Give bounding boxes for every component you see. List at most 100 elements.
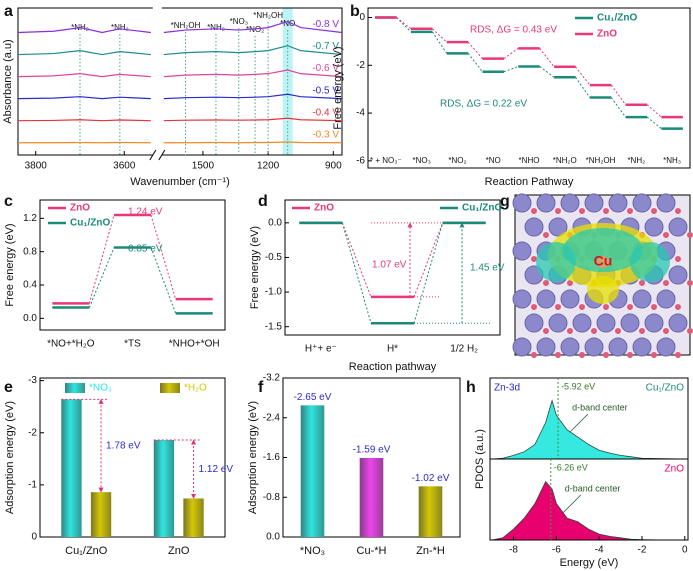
y-tick-label: -3.2 <box>263 373 281 384</box>
atom <box>512 337 532 357</box>
y-axis-label: Free energy (eV) <box>332 46 344 129</box>
atom <box>579 352 585 358</box>
atom <box>555 304 561 310</box>
energy-connector <box>150 214 177 300</box>
annotation: RDS, ΔG = 0.43 eV <box>470 25 557 36</box>
bar <box>153 440 175 537</box>
atom <box>663 232 669 238</box>
x-axis-label: Reaction pathway <box>349 361 437 373</box>
peak-label: *NO₂ <box>246 25 264 34</box>
legend-label: *H₂O <box>184 383 207 394</box>
atom <box>663 280 669 286</box>
atom <box>651 304 657 310</box>
x-tick-label: 3600 <box>113 161 136 172</box>
y-axis-label: Free energy (eV) <box>249 226 261 309</box>
atom <box>548 313 568 333</box>
series-label: -0.3 V <box>312 129 339 140</box>
atom <box>584 193 604 213</box>
atom <box>567 280 573 286</box>
atom <box>560 193 580 213</box>
energy-connector <box>646 116 662 129</box>
y-tick-label: 0.0 <box>266 532 280 543</box>
legend-label: Cu₁/ZnO <box>70 218 110 229</box>
plot-frame <box>284 199 501 336</box>
charge-lobe <box>587 276 619 304</box>
x-tick-label: -2 <box>638 545 647 556</box>
atom <box>536 289 556 309</box>
atom <box>687 280 693 286</box>
y-tick-label: -1 <box>28 480 37 491</box>
y-tick-label: 0.0 <box>268 217 282 228</box>
d-band-annotation: d-band center <box>572 402 628 412</box>
energy-connector <box>503 66 519 73</box>
value-label: -1.59 eV <box>353 445 391 456</box>
atom <box>632 193 652 213</box>
category-label: *TS <box>124 339 141 350</box>
annotation: 1.12 eV <box>199 464 234 475</box>
category-label: H⁺+ e⁻ <box>305 344 337 355</box>
series-label: -0.8 V <box>312 19 339 30</box>
energy-connector <box>610 97 627 118</box>
peak-label: *NH₂ <box>111 23 129 32</box>
subplot-title: Zn-3d <box>494 383 520 394</box>
atom <box>675 208 681 214</box>
atom <box>627 352 633 358</box>
atom <box>555 208 561 214</box>
energy-connector <box>539 66 555 78</box>
energy-connector <box>503 47 519 60</box>
legend-label: ZnO <box>70 203 90 214</box>
atom <box>555 352 561 358</box>
annotation-pointer <box>562 494 582 514</box>
spectrum-line <box>17 69 343 78</box>
category-label: Zn-*H <box>416 545 445 557</box>
panel-letter: b <box>350 3 360 20</box>
energy-connector <box>88 214 115 304</box>
atom <box>675 304 681 310</box>
legend-swatch <box>160 383 180 393</box>
atom <box>543 232 549 238</box>
bar <box>61 399 82 537</box>
energy-connector <box>396 17 412 30</box>
annotation: 1.78 eV <box>106 440 141 451</box>
atom <box>548 217 568 237</box>
axis-break <box>152 6 162 10</box>
y-tick-label: -2.4 <box>263 412 281 423</box>
atom <box>656 337 676 357</box>
y-axis-label: Adsorption energy (eV) <box>247 401 259 514</box>
x-axis-label: Reaction Pathway <box>485 176 574 188</box>
y-tick-label: 1.2 <box>23 213 37 224</box>
category-label: ZnO <box>168 545 190 557</box>
axis-break <box>152 153 162 157</box>
x-tick-label: -8 <box>509 545 518 556</box>
energy-connector <box>575 66 591 86</box>
y-tick-label: -1.0 <box>265 287 283 298</box>
panel-letter: c <box>4 193 13 210</box>
y-tick-label: -1.6 <box>263 452 281 463</box>
spectrum-line <box>17 117 343 122</box>
atom <box>615 328 621 334</box>
y-tick-label: -2 <box>356 60 365 71</box>
legend-label: Cu₁/ZnO <box>597 13 637 24</box>
series-label: ZnO <box>665 464 685 475</box>
category-label: *NO <box>486 156 501 165</box>
y-axis-label: PDOS (a.u.) <box>474 429 486 489</box>
atom <box>632 337 652 357</box>
atom <box>531 208 537 214</box>
category-label: H* <box>387 344 398 355</box>
energy-connector <box>341 222 372 324</box>
panel-letter: d <box>258 193 268 210</box>
x-axis-label: Wavenumber (cm⁻¹) <box>130 176 230 188</box>
atom <box>644 217 664 237</box>
panel-letter: e <box>4 379 13 396</box>
x-tick-label: 3800 <box>25 161 48 172</box>
atom <box>639 280 645 286</box>
energy-connector <box>432 28 448 43</box>
atom <box>512 289 532 309</box>
atom <box>512 193 532 213</box>
atom <box>531 256 537 262</box>
panel-letter: f <box>258 379 264 396</box>
plot-frame <box>367 7 691 169</box>
x-axis-label: Energy (eV) <box>560 557 619 569</box>
